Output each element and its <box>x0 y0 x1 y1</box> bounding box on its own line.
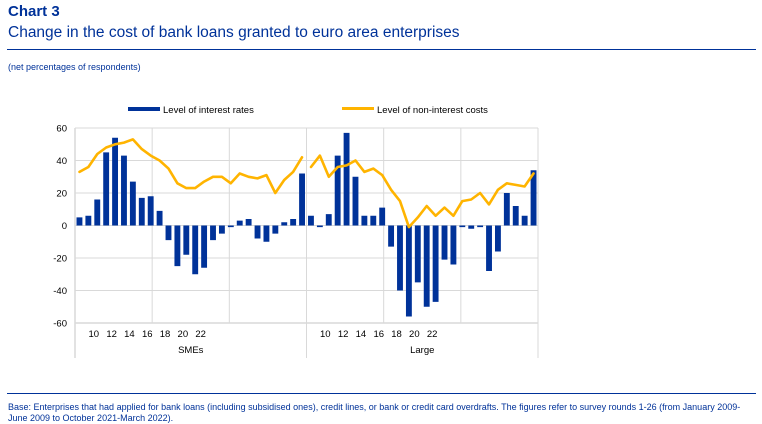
x-tick-label: 16 <box>373 329 384 340</box>
gridlines <box>74 127 539 358</box>
bar-smes-interest-rates <box>236 220 243 226</box>
panel-label-large: Large <box>410 345 434 356</box>
x-tick-label: 10 <box>89 329 100 340</box>
bar-smes-interest-rates <box>218 225 225 234</box>
legend: Level of interest rates Level of non-int… <box>128 105 488 116</box>
x-tick-label: 18 <box>391 329 402 340</box>
chart-title: Change in the cost of bank loans granted… <box>8 24 460 41</box>
legend-label-interest-rates: Level of interest rates <box>163 105 254 116</box>
bar-smes-interest-rates <box>147 196 154 226</box>
footer-divider <box>7 393 756 394</box>
y-axis: -60 -40 -20 0 20 40 60 <box>53 124 67 330</box>
lines <box>78 138 535 229</box>
bar-large-interest-rates <box>477 225 484 228</box>
bar-large-interest-rates <box>468 225 475 229</box>
bar-smes-interest-rates <box>281 222 288 226</box>
y-tick-label: -20 <box>53 254 67 265</box>
x-tick-label: 20 <box>409 329 420 340</box>
y-tick-label: 0 <box>62 221 67 232</box>
legend-swatch-non-interest-costs <box>342 107 374 110</box>
bar-smes-interest-rates <box>299 173 305 226</box>
bar-large-interest-rates <box>343 132 350 226</box>
x-tick-label: 22 <box>195 329 206 340</box>
bar-large-interest-rates <box>459 225 466 228</box>
chart: Level of interest rates Level of non-int… <box>53 105 539 358</box>
bar-large-interest-rates <box>388 225 395 247</box>
line-smes-non-interest-costs <box>78 138 304 195</box>
bar-large-interest-rates <box>361 215 368 226</box>
bar-large-interest-rates <box>352 176 359 226</box>
bar-smes-interest-rates <box>201 225 208 268</box>
bar-large-interest-rates <box>494 225 501 252</box>
bar-smes-interest-rates <box>272 225 279 234</box>
bar-smes-interest-rates <box>112 137 119 226</box>
y-tick-label: 60 <box>56 124 67 135</box>
bar-smes-interest-rates <box>129 181 136 226</box>
x-tick-label: 14 <box>356 329 367 340</box>
x-tick-label: 20 <box>178 329 189 340</box>
bar-large-interest-rates <box>423 225 430 307</box>
bar-large-interest-rates <box>503 193 510 226</box>
bar-large-interest-rates <box>521 215 528 226</box>
x-axis: 10 12 14 16 18 20 22 SMEs 10 12 14 16 18 20 22 Large <box>89 329 438 356</box>
x-tick-label: 12 <box>338 329 349 340</box>
x-tick-label: 10 <box>320 329 331 340</box>
bar-smes-interest-rates <box>290 219 297 226</box>
bar-smes-interest-rates <box>245 219 252 226</box>
bars <box>76 132 537 317</box>
bar-large-interest-rates <box>414 225 421 283</box>
bar-smes-interest-rates <box>165 225 172 241</box>
bar-large-interest-rates <box>370 215 377 226</box>
x-tick-label: 12 <box>106 329 117 340</box>
bar-smes-interest-rates <box>263 225 270 242</box>
bar-smes-interest-rates <box>85 215 92 226</box>
bar-large-interest-rates <box>441 225 448 260</box>
bar-smes-interest-rates <box>138 197 145 226</box>
units-note: (net percentages of respondents) <box>8 62 141 72</box>
bar-large-interest-rates <box>325 214 332 226</box>
y-tick-label: -40 <box>53 286 67 297</box>
footnote: Base: Enterprises that had applied for b… <box>8 402 741 423</box>
bar-large-interest-rates <box>308 215 314 226</box>
bar-large-interest-rates <box>397 225 403 291</box>
bar-large-interest-rates <box>379 207 386 226</box>
bar-large-interest-rates <box>486 225 492 271</box>
x-tick-label: 18 <box>160 329 171 340</box>
bar-large-interest-rates <box>432 225 439 302</box>
bar-smes-interest-rates <box>192 225 199 275</box>
bar-large-interest-rates <box>334 155 341 226</box>
bar-smes-interest-rates <box>174 225 181 267</box>
bar-large-interest-rates <box>512 206 519 226</box>
panel-label-smes: SMEs <box>178 345 204 356</box>
bar-large-interest-rates <box>316 225 323 228</box>
legend-swatch-interest-rates <box>128 107 160 111</box>
bar-smes-interest-rates <box>103 152 110 226</box>
y-tick-label: -60 <box>53 319 67 330</box>
bar-smes-interest-rates <box>156 210 163 226</box>
chart-number: Chart 3 <box>8 3 60 20</box>
bar-smes-interest-rates <box>254 225 261 239</box>
bar-smes-interest-rates <box>121 155 127 226</box>
legend-label-non-interest-costs: Level of non-interest costs <box>377 105 488 116</box>
x-tick-label: 16 <box>142 329 153 340</box>
y-tick-label: 20 <box>56 189 67 200</box>
bar-smes-interest-rates <box>183 225 190 255</box>
title-divider <box>7 49 756 50</box>
x-tick-label: 14 <box>124 329 135 340</box>
bar-smes-interest-rates <box>210 225 216 241</box>
line-large-non-interest-costs <box>309 154 535 229</box>
bar-large-interest-rates <box>530 170 537 226</box>
bar-large-interest-rates <box>405 225 412 317</box>
x-tick-label: 22 <box>427 329 438 340</box>
bar-large-interest-rates <box>450 225 457 265</box>
y-tick-label: 40 <box>56 156 67 167</box>
bar-smes-interest-rates <box>76 217 83 226</box>
bar-smes-interest-rates <box>227 225 234 228</box>
bar-smes-interest-rates <box>94 199 101 226</box>
